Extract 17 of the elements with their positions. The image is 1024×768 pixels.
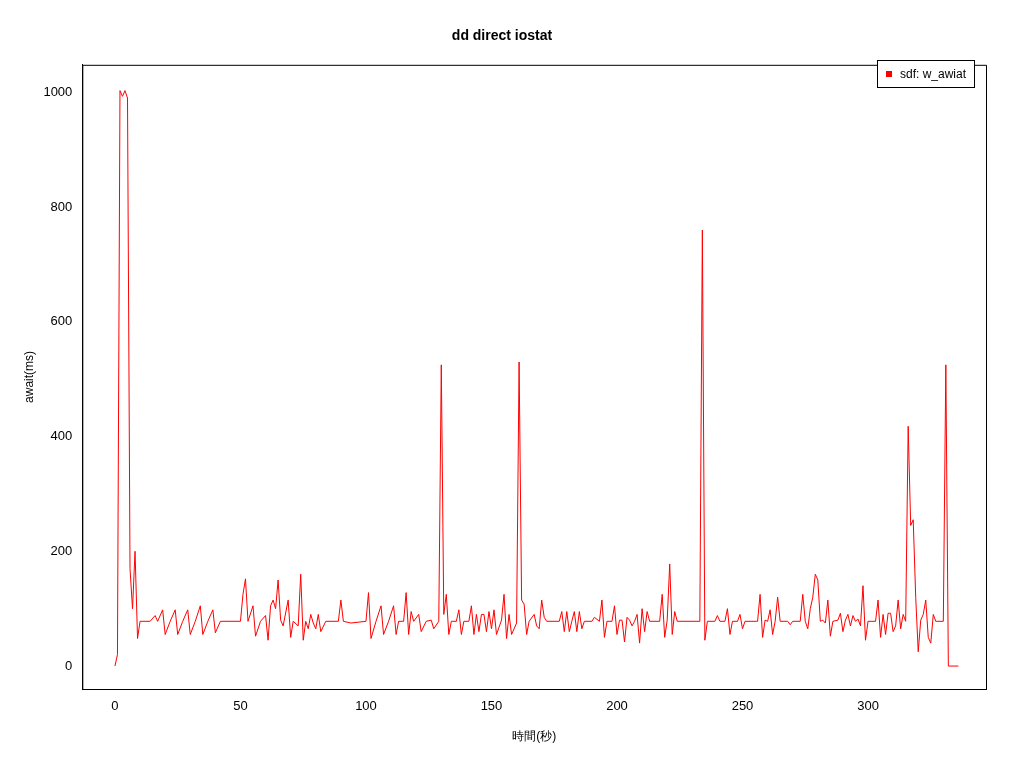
- x-tick-label: 250: [731, 698, 754, 714]
- y-axis-title: await(ms): [21, 350, 36, 403]
- x-tick-label: 150: [480, 698, 503, 714]
- y-tick-label: 600: [50, 313, 73, 329]
- y-tick-label: 800: [50, 198, 73, 214]
- x-tick-label: 100: [355, 698, 377, 714]
- x-tick-label: 300: [857, 698, 879, 714]
- y-tick-label: 400: [50, 428, 73, 444]
- x-tick-label: 0: [111, 698, 119, 714]
- legend-label: sdf: w_awiat: [899, 67, 966, 81]
- x-tick-label: 50: [233, 698, 248, 714]
- x-tick-label: 200: [606, 698, 628, 714]
- x-axis-title: 時間(秒): [512, 729, 557, 744]
- y-tick-label: 200: [50, 542, 73, 558]
- chart-title: dd direct iostat: [451, 27, 553, 44]
- y-tick-label: 1000: [43, 83, 73, 99]
- y-tick-label: 0: [65, 657, 73, 673]
